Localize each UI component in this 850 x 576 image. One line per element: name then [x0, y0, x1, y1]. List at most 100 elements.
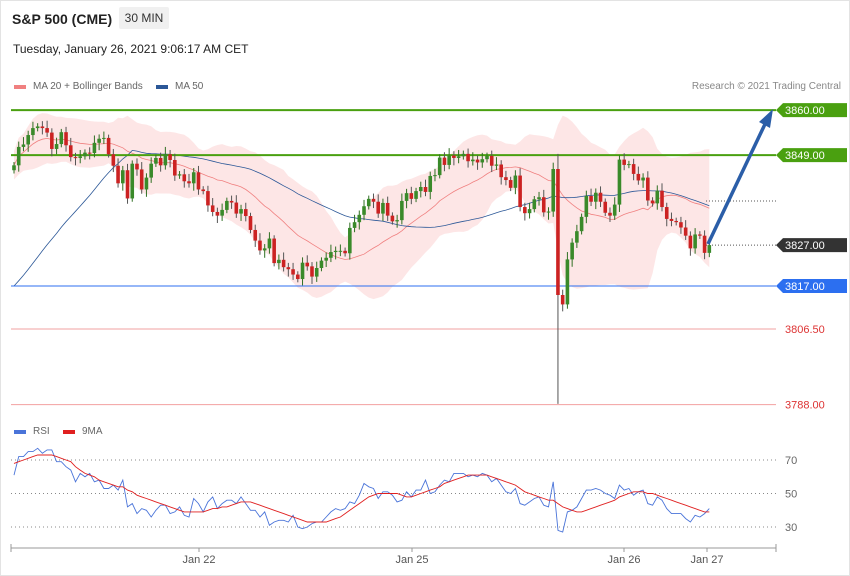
candle-body	[385, 202, 390, 216]
candle-body	[579, 216, 584, 232]
candle-body	[291, 269, 295, 275]
rsi-tick-label: 30	[785, 522, 797, 534]
candle-body	[428, 175, 433, 192]
candle-body	[612, 204, 617, 216]
candle-body	[485, 155, 489, 160]
level-tag	[776, 103, 847, 118]
forecast-arrow-head	[759, 109, 773, 128]
candle-body	[92, 142, 97, 154]
candle-body	[348, 227, 352, 254]
candle-body	[523, 207, 527, 214]
level-tag	[776, 279, 847, 293]
candle-body	[593, 192, 598, 202]
candle-body	[139, 169, 144, 190]
candle-body	[489, 155, 494, 166]
candle-body	[442, 157, 447, 165]
candle-body	[480, 159, 485, 163]
candle-body	[187, 181, 191, 184]
candle-body	[314, 268, 319, 277]
rsi-swatch	[14, 429, 26, 434]
candle-body	[646, 177, 650, 201]
legend-rsi: RSI	[14, 426, 50, 437]
timeframe-badge[interactable]: 30 MIN	[119, 7, 169, 29]
candle-body	[513, 175, 518, 188]
candle-body	[560, 294, 565, 305]
candle-body	[177, 174, 182, 176]
candle-body	[215, 211, 220, 216]
candle-body	[575, 231, 579, 243]
candle-body	[546, 211, 551, 213]
legend-rsi-ma-label: 9MA	[82, 426, 103, 437]
x-tick-label: Jan 26	[607, 554, 640, 566]
copyright: Research © 2021 Trading Central	[691, 81, 841, 92]
candle-body	[688, 235, 693, 249]
rsi-ma-swatch	[63, 429, 75, 434]
candle-body	[390, 215, 395, 222]
candle-body	[182, 174, 187, 182]
ma50-line	[13, 149, 710, 287]
candle-body	[707, 245, 712, 253]
candle-body	[40, 126, 45, 129]
candle-body	[362, 206, 366, 215]
candle-body	[116, 165, 120, 184]
candle-body	[622, 159, 626, 165]
candle-body	[262, 248, 267, 251]
candle-body	[664, 207, 669, 219]
bollinger-band-area	[14, 113, 710, 300]
candle-body	[45, 128, 49, 133]
candle-body	[173, 160, 177, 176]
legend-ma50: MA 50	[156, 81, 203, 92]
candle-body	[87, 152, 92, 154]
candle-body	[683, 227, 688, 236]
rsi-tick-label: 70	[785, 455, 797, 467]
candle-body	[698, 234, 702, 236]
legend-ma20-label: MA 20 + Bollinger Bands	[33, 81, 143, 92]
candle-body	[229, 200, 234, 203]
candle-body	[319, 260, 324, 269]
candle-body	[191, 172, 196, 184]
candle-body	[504, 177, 508, 181]
candle-body	[499, 164, 503, 178]
candle-body	[26, 135, 30, 145]
candle-body	[54, 144, 59, 149]
legend-rsi-label: RSI	[33, 426, 50, 437]
candle-body	[541, 197, 546, 213]
candle-body	[371, 198, 376, 202]
candle-body	[73, 157, 78, 159]
candle-body	[537, 197, 541, 200]
candle-body	[329, 252, 333, 258]
candle-body	[310, 266, 314, 277]
candle-body	[433, 175, 437, 177]
candle-body	[570, 242, 574, 260]
candle-body	[565, 259, 570, 305]
candle-body	[120, 170, 125, 184]
candle-body	[83, 152, 87, 157]
candle-body	[158, 157, 163, 166]
candle-body	[598, 192, 603, 202]
candle-body	[702, 235, 707, 253]
candle-body	[527, 209, 532, 214]
candle-body	[210, 205, 215, 212]
x-tick-label: Jan 22	[182, 554, 215, 566]
candle-body	[16, 146, 21, 166]
candle-body	[305, 262, 310, 267]
candle-body	[551, 169, 556, 212]
level-label: 3860.00	[785, 105, 825, 117]
x-tick-label: Jan 25	[395, 554, 428, 566]
candle-body	[220, 209, 224, 216]
candle-body	[395, 220, 399, 222]
candle-body	[196, 172, 201, 190]
level-label: 3849.00	[785, 150, 825, 162]
ma20-swatch	[14, 84, 26, 89]
candle-body	[78, 156, 83, 158]
candle-body	[201, 189, 205, 192]
candle-body	[135, 163, 139, 170]
candle-body	[414, 191, 418, 199]
rsi-line	[13, 447, 710, 533]
candle-body	[674, 220, 678, 223]
candle-body	[64, 132, 68, 146]
candle-body	[679, 222, 683, 228]
candle-body	[418, 187, 423, 192]
rsi-ma-line	[13, 454, 710, 523]
candle-body	[471, 159, 475, 162]
